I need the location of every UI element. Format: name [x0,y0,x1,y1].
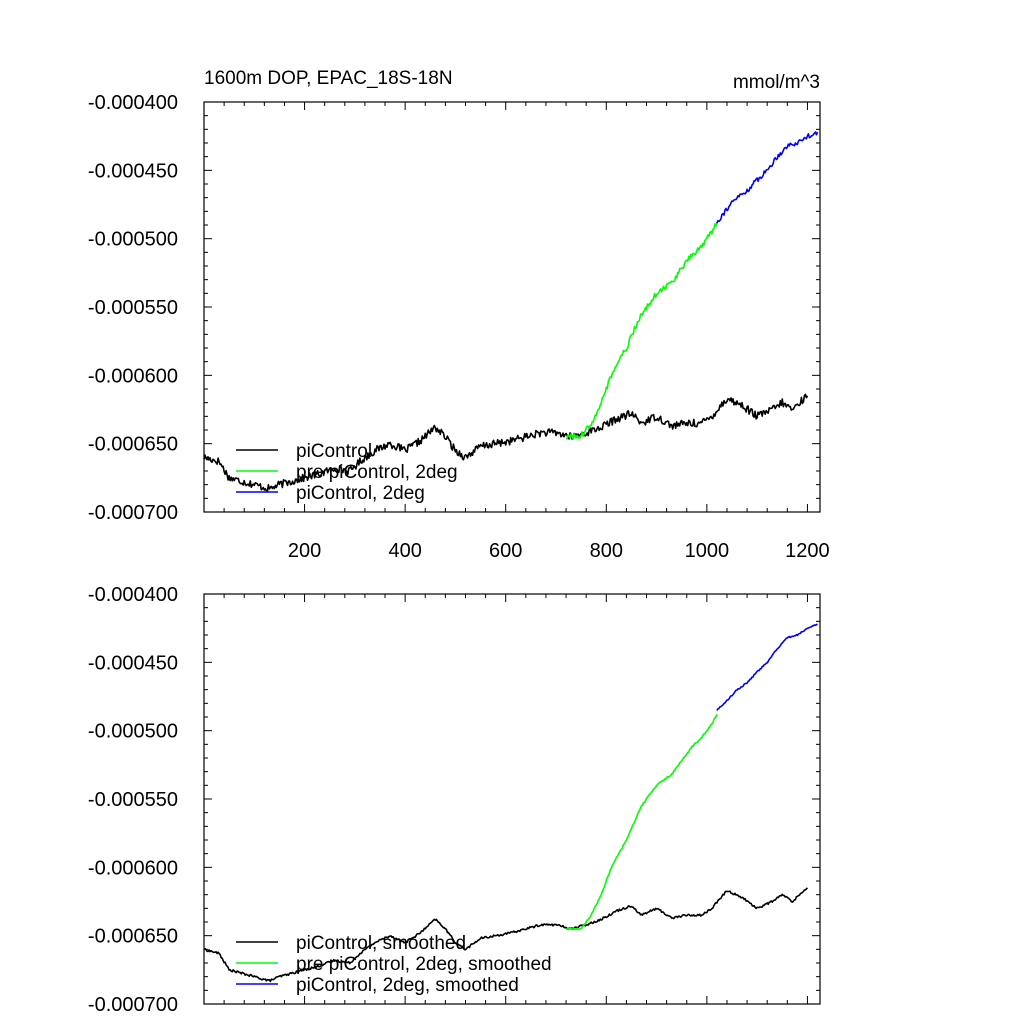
series-line-1 [565,222,718,440]
top-panel: -0.000400 -0.000450 -0.000500 -0.000550 -0.0… [88,68,830,562]
y-tick-label: -0.000500 [88,721,178,743]
series-line-0 [203,887,809,983]
x-tick-label: 1200 [785,540,830,562]
series-line-2 [716,131,819,224]
y-tick-label: -0.000450 [88,652,178,674]
series-line-2 [716,623,818,711]
y-tick-label: -0.000650 [88,926,178,948]
legend-label: pre piControl, 2deg, smoothed [296,954,552,975]
chart-title: 1600m DOP, EPAC_18S-18N [204,68,453,89]
legend-label: piControl, 2deg [296,483,425,504]
y-tick-label: -0.000600 [88,857,178,879]
y-tick-label: -0.000400 [88,584,178,606]
series-line-0 [203,393,809,493]
y-tick-label: -0.000450 [88,160,178,182]
bottom-panel: -0.000400 -0.000450 -0.000500 -0.000550 -0.0… [88,584,821,1016]
legend-label: piControl [296,441,372,462]
x-tick-label: 1000 [685,540,730,562]
legend-label: piControl, 2deg, smoothed [296,975,519,996]
series-line-1 [566,714,718,931]
x-tick-label: 200 [288,540,321,562]
x-tick-label: 600 [489,540,522,562]
units-label: mmol/m^3 [733,72,820,93]
y-tick-label: -0.000550 [88,297,178,319]
y-tick-label: -0.000600 [88,365,178,387]
legend-label: piControl, smoothed [296,933,466,954]
legend-label: pre piControl, 2deg [296,462,458,483]
y-tick-label: -0.000400 [88,92,178,114]
x-tick-label: 800 [590,540,623,562]
y-tick-label: -0.000700 [88,502,178,524]
y-tick-label: -0.000700 [88,994,178,1016]
y-tick-label: -0.000550 [88,789,178,811]
y-tick-label: -0.000500 [88,229,178,251]
y-tick-label: -0.000650 [88,434,178,456]
x-tick-label: 400 [388,540,421,562]
